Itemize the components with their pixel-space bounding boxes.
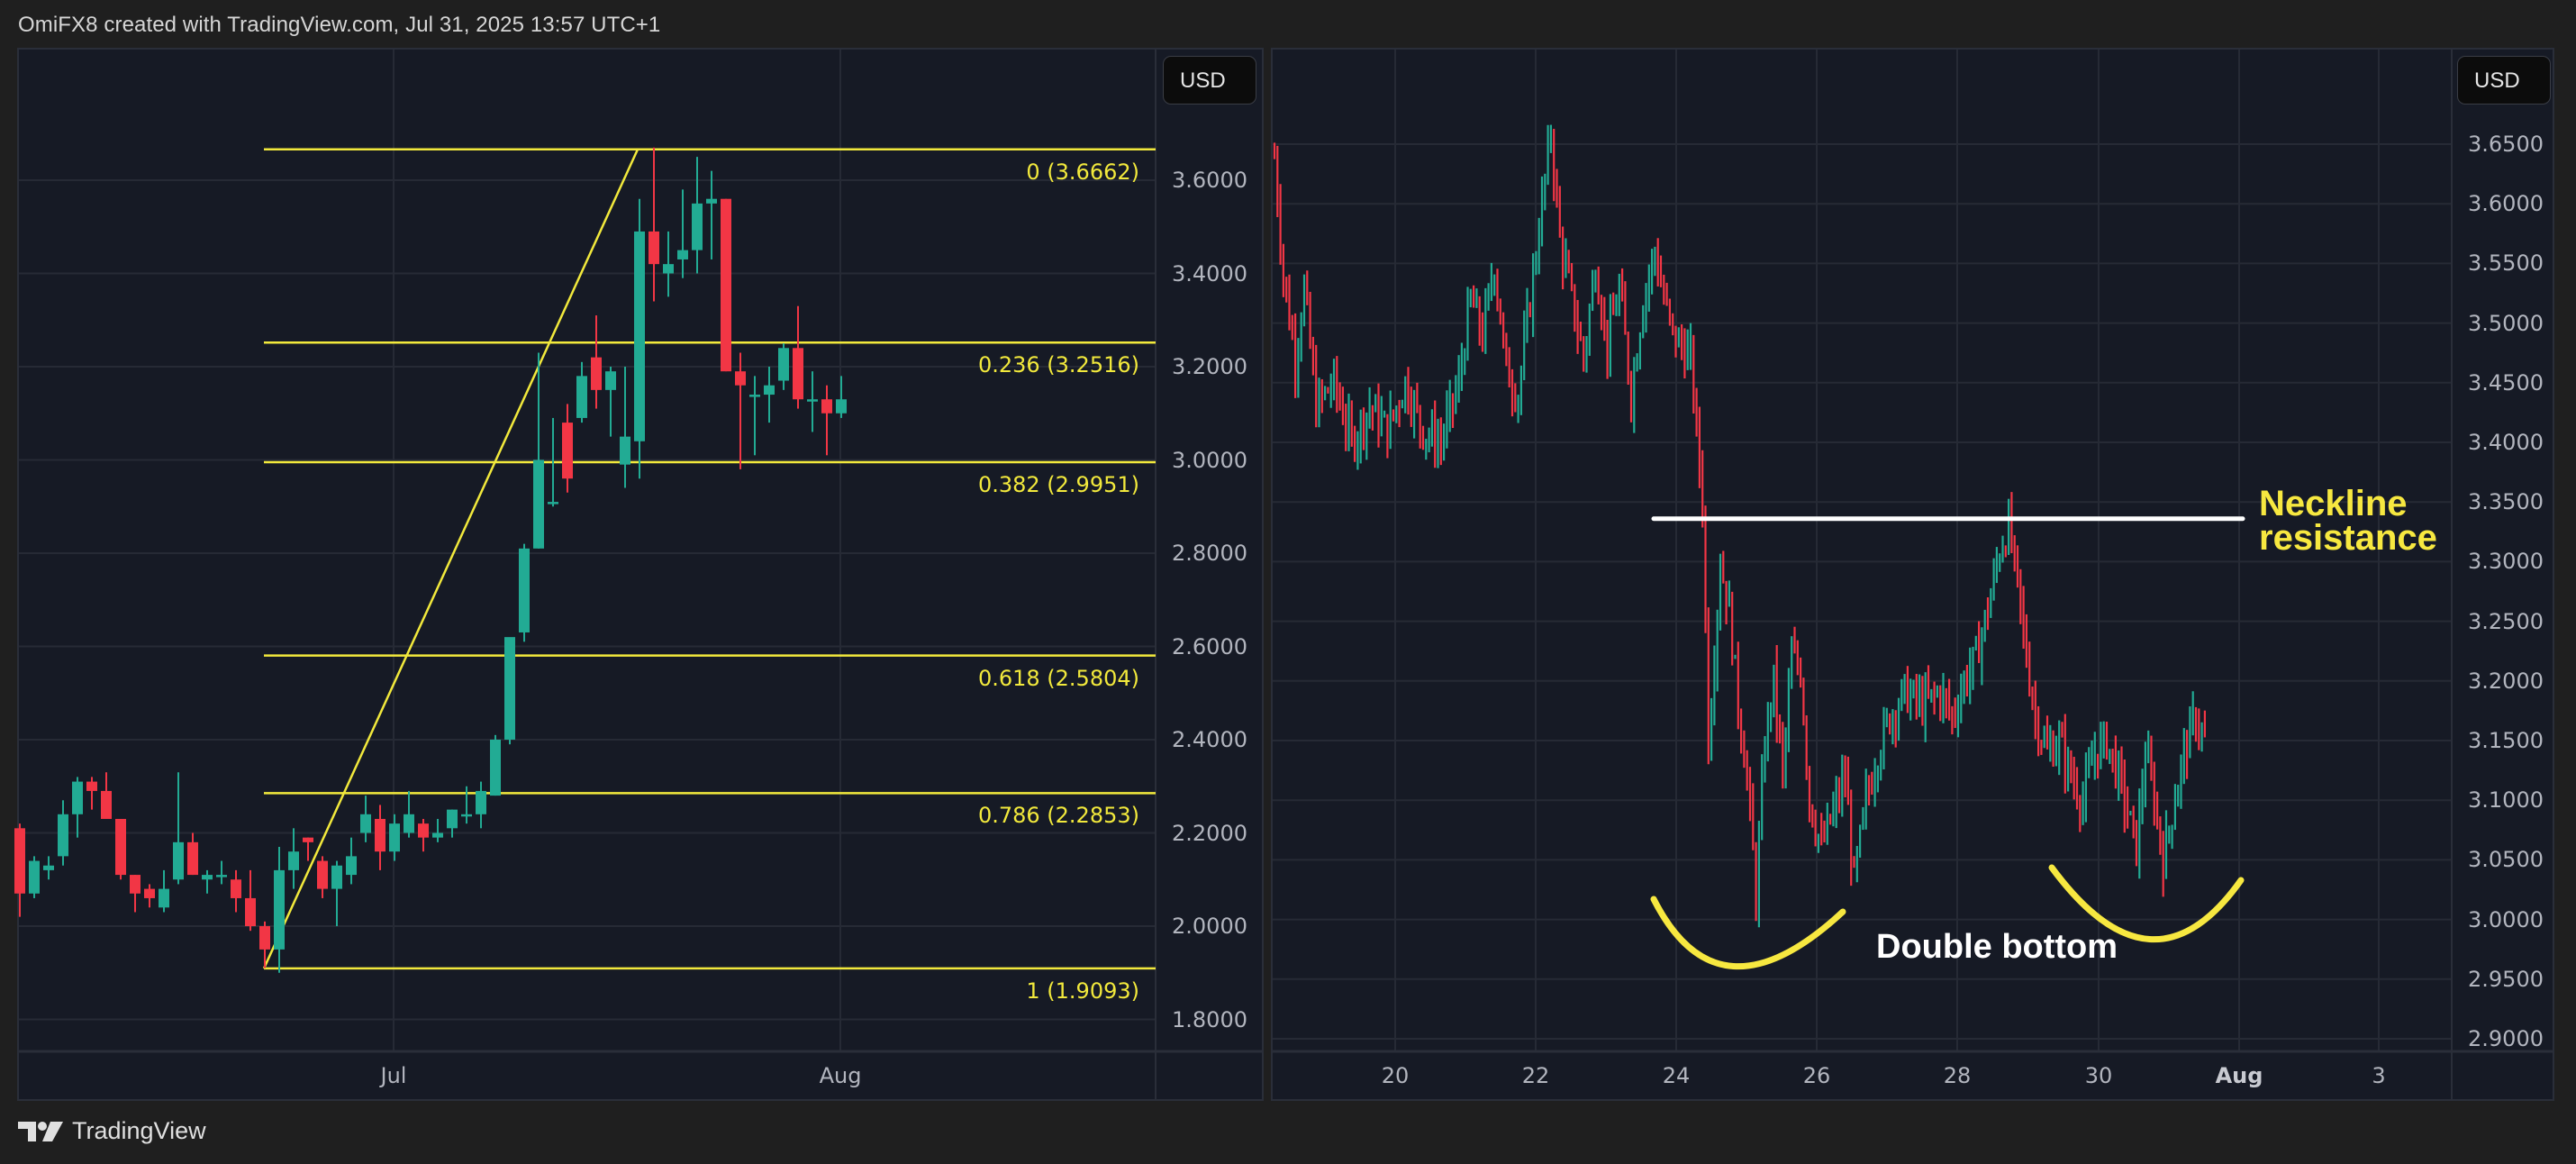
left-price-tick: 3.6000 (1172, 168, 1247, 193)
right-chart-pane[interactable] (1271, 48, 2554, 1101)
left-time-tick: Aug (819, 1063, 862, 1088)
left-price-tick: 3.2000 (1172, 354, 1247, 379)
fib-level-label: 0.382 (2.9951) (977, 472, 1139, 498)
left-price-tick: 2.4000 (1172, 727, 1247, 752)
left-price-tick: 2.8000 (1172, 541, 1247, 566)
tradingview-logo-text: TradingView (72, 1117, 206, 1144)
right-price-tick: 3.2000 (2468, 668, 2544, 694)
right-time-tick: 24 (1662, 1063, 1691, 1088)
right-price-tick: 3.3000 (2468, 549, 2544, 575)
double-bottom-label: Double bottom (1876, 928, 2118, 966)
attribution-header: OmiFX8 created with TradingView.com, Jul… (18, 13, 661, 37)
fib-level-label: 0 (3.6662) (1026, 159, 1139, 185)
right-time-tick: 3 (2372, 1063, 2386, 1088)
right-time-tick: 22 (1521, 1063, 1550, 1088)
right-price-tick: 3.0500 (2468, 847, 2544, 873)
neckline-label-line1: Neckline (2259, 484, 2408, 523)
footer-logo[interactable]: TradingView (18, 1117, 206, 1145)
left-currency-button[interactable]: USD (1163, 56, 1256, 105)
left-time-tick: Jul (380, 1063, 407, 1088)
fib-level-label: 0.786 (2.2853) (977, 803, 1139, 829)
right-time-tick: 28 (1943, 1063, 1972, 1088)
right-price-tick: 3.5500 (2468, 250, 2544, 277)
left-price-tick: 2.2000 (1172, 820, 1247, 846)
fib-level-label: 0.618 (2.5804) (977, 665, 1139, 691)
right-time-tick: 20 (1381, 1063, 1410, 1088)
right-price-tick: 2.9000 (2468, 1026, 2544, 1051)
right-price-tick: 3.5000 (2468, 310, 2544, 336)
tradingview-logo-icon (18, 1121, 63, 1141)
right-price-tick: 3.6000 (2468, 191, 2544, 217)
right-price-tick: 3.4000 (2468, 430, 2544, 455)
neckline-label-line2: resistance (2259, 518, 2437, 558)
right-price-tick: 3.1000 (2468, 787, 2544, 814)
right-price-tick: 3.0000 (2468, 906, 2544, 932)
right-price-tick: 3.1500 (2468, 728, 2544, 753)
fib-level-label: 0.236 (3.2516) (977, 352, 1139, 378)
right-price-tick: 3.3500 (2468, 489, 2544, 515)
right-price-tick: 2.9500 (2468, 966, 2544, 992)
right-time-tick: Aug (2215, 1063, 2263, 1088)
left-price-tick: 2.6000 (1172, 633, 1247, 659)
neckline-resistance-label: Neckline resistance (2259, 484, 2437, 558)
right-price-tick: 3.6500 (2468, 132, 2544, 157)
left-price-tick: 3.4000 (1172, 260, 1247, 286)
left-price-tick: 1.8000 (1172, 1006, 1247, 1032)
left-price-tick: 3.0000 (1172, 447, 1247, 473)
right-time-tick: 26 (1802, 1063, 1831, 1088)
right-price-tick: 3.4500 (2468, 369, 2544, 396)
fib-level-label: 1 (1.9093) (1026, 978, 1139, 1004)
right-price-tick: 3.2500 (2468, 608, 2544, 634)
left-price-tick: 2.0000 (1172, 914, 1247, 939)
left-chart-pane[interactable] (17, 48, 1264, 1101)
right-time-tick: 30 (2084, 1063, 2113, 1088)
right-currency-button[interactable]: USD (2457, 56, 2551, 105)
